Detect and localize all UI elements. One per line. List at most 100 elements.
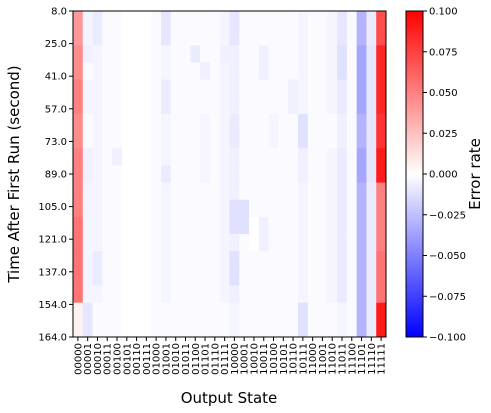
heatmap-cell (190, 165, 201, 183)
heatmap-cell (73, 251, 84, 269)
heatmap-cell (337, 28, 348, 46)
heatmap-cell (219, 199, 230, 218)
colorbar-tick-label: 0.025 (429, 129, 458, 140)
heatmap-cell (366, 199, 377, 218)
heatmap-cell (180, 11, 191, 29)
heatmap-cell (239, 302, 250, 321)
heatmap-cell (317, 79, 328, 98)
heatmap-cell (170, 268, 181, 286)
heatmap-cell (239, 182, 250, 201)
heatmap-cell (366, 165, 377, 183)
heatmap-cell (317, 319, 328, 338)
heatmap-cell (102, 199, 113, 218)
heatmap-cell (82, 11, 93, 29)
heatmap-cell (151, 28, 162, 46)
colorbar-tick-label: −0.075 (429, 292, 466, 303)
heatmap-cell (297, 319, 309, 338)
heatmap-cell (229, 165, 240, 183)
heatmap-cell (170, 251, 181, 269)
heatmap-cell (92, 268, 103, 286)
heatmap-cell (317, 285, 328, 304)
heatmap-cell (317, 199, 328, 218)
heatmap-cell (170, 148, 181, 166)
heatmap-cell (337, 165, 348, 183)
heatmap-cell (141, 165, 152, 183)
heatmap-cell (121, 319, 133, 338)
heatmap-cell (288, 216, 299, 235)
heatmap-cell (249, 251, 260, 269)
heatmap-cell (190, 216, 201, 235)
heatmap-cell (307, 79, 318, 98)
heatmap-cell (229, 148, 240, 166)
heatmap-cell (112, 131, 123, 149)
heatmap-cell (258, 28, 270, 46)
heatmap-cell (219, 234, 230, 252)
heatmap-cell (268, 11, 279, 29)
x-tick-label: 01010 (171, 343, 182, 375)
heatmap-cell (258, 268, 270, 286)
y-tick-label: 154.0 (38, 300, 67, 311)
heatmap-cell (190, 113, 201, 132)
heatmap-cell (229, 182, 240, 201)
heatmap-cell (239, 319, 250, 338)
heatmap-cell (82, 268, 93, 286)
heatmap-cell (249, 234, 260, 252)
heatmap-cell (268, 165, 279, 183)
heatmap-cell (239, 11, 250, 29)
heatmap-cell (92, 216, 103, 235)
heatmap-cell (258, 165, 270, 183)
x-tick-label: 01001 (161, 343, 172, 375)
heatmap-cell (268, 28, 279, 46)
heatmap-cell (131, 165, 142, 183)
heatmap-cell (82, 62, 93, 81)
heatmap-cell (307, 131, 318, 149)
heatmap-cell (346, 216, 358, 235)
heatmap-cell (376, 79, 387, 98)
heatmap-cell (73, 28, 84, 46)
heatmap-cell (376, 96, 387, 115)
x-tick-label: 11010 (328, 343, 339, 375)
heatmap-cell (102, 28, 113, 46)
heatmap-cell (92, 96, 103, 115)
heatmap-cell (161, 199, 172, 218)
x-tick-label: 10010 (249, 343, 260, 375)
heatmap-cell (366, 148, 377, 166)
heatmap-cell (112, 216, 123, 235)
heatmap-cell (200, 148, 211, 166)
heatmap-cell (92, 28, 103, 46)
heatmap-cell (209, 199, 221, 218)
heatmap-cell (131, 199, 142, 218)
heatmap-cell (121, 131, 133, 149)
heatmap-cell (170, 216, 181, 235)
heatmap-cell (121, 11, 133, 29)
heatmap-cell (209, 113, 221, 132)
heatmap-cell (327, 28, 338, 46)
heatmap-cell (180, 79, 191, 98)
heatmap-cell (180, 62, 191, 81)
heatmap-cell (151, 251, 162, 269)
y-tick-label: 73.0 (45, 137, 67, 148)
heatmap-cell (121, 251, 133, 269)
heatmap-cell (102, 131, 113, 149)
heatmap-cell (278, 148, 289, 166)
heatmap-cell (121, 199, 133, 218)
heatmap-cell (317, 234, 328, 252)
heatmap-cell (346, 79, 358, 98)
heatmap-cell (249, 79, 260, 98)
heatmap-cell (180, 131, 191, 149)
heatmap-cell (297, 182, 309, 201)
heatmap-cell (102, 11, 113, 29)
x-axis-label: Output State (181, 389, 278, 407)
heatmap-cell (356, 182, 367, 201)
heatmap-cell (209, 165, 221, 183)
heatmap-cell (180, 285, 191, 304)
heatmap-cell (376, 11, 387, 29)
heatmap-cell (200, 62, 211, 81)
heatmap-cell (131, 11, 142, 29)
x-tick-label: 00011 (103, 343, 114, 375)
heatmap-cell (356, 268, 367, 286)
heatmap-cell (307, 28, 318, 46)
heatmap-cell (317, 131, 328, 149)
heatmap-cell (151, 234, 162, 252)
heatmap-cell (288, 251, 299, 269)
